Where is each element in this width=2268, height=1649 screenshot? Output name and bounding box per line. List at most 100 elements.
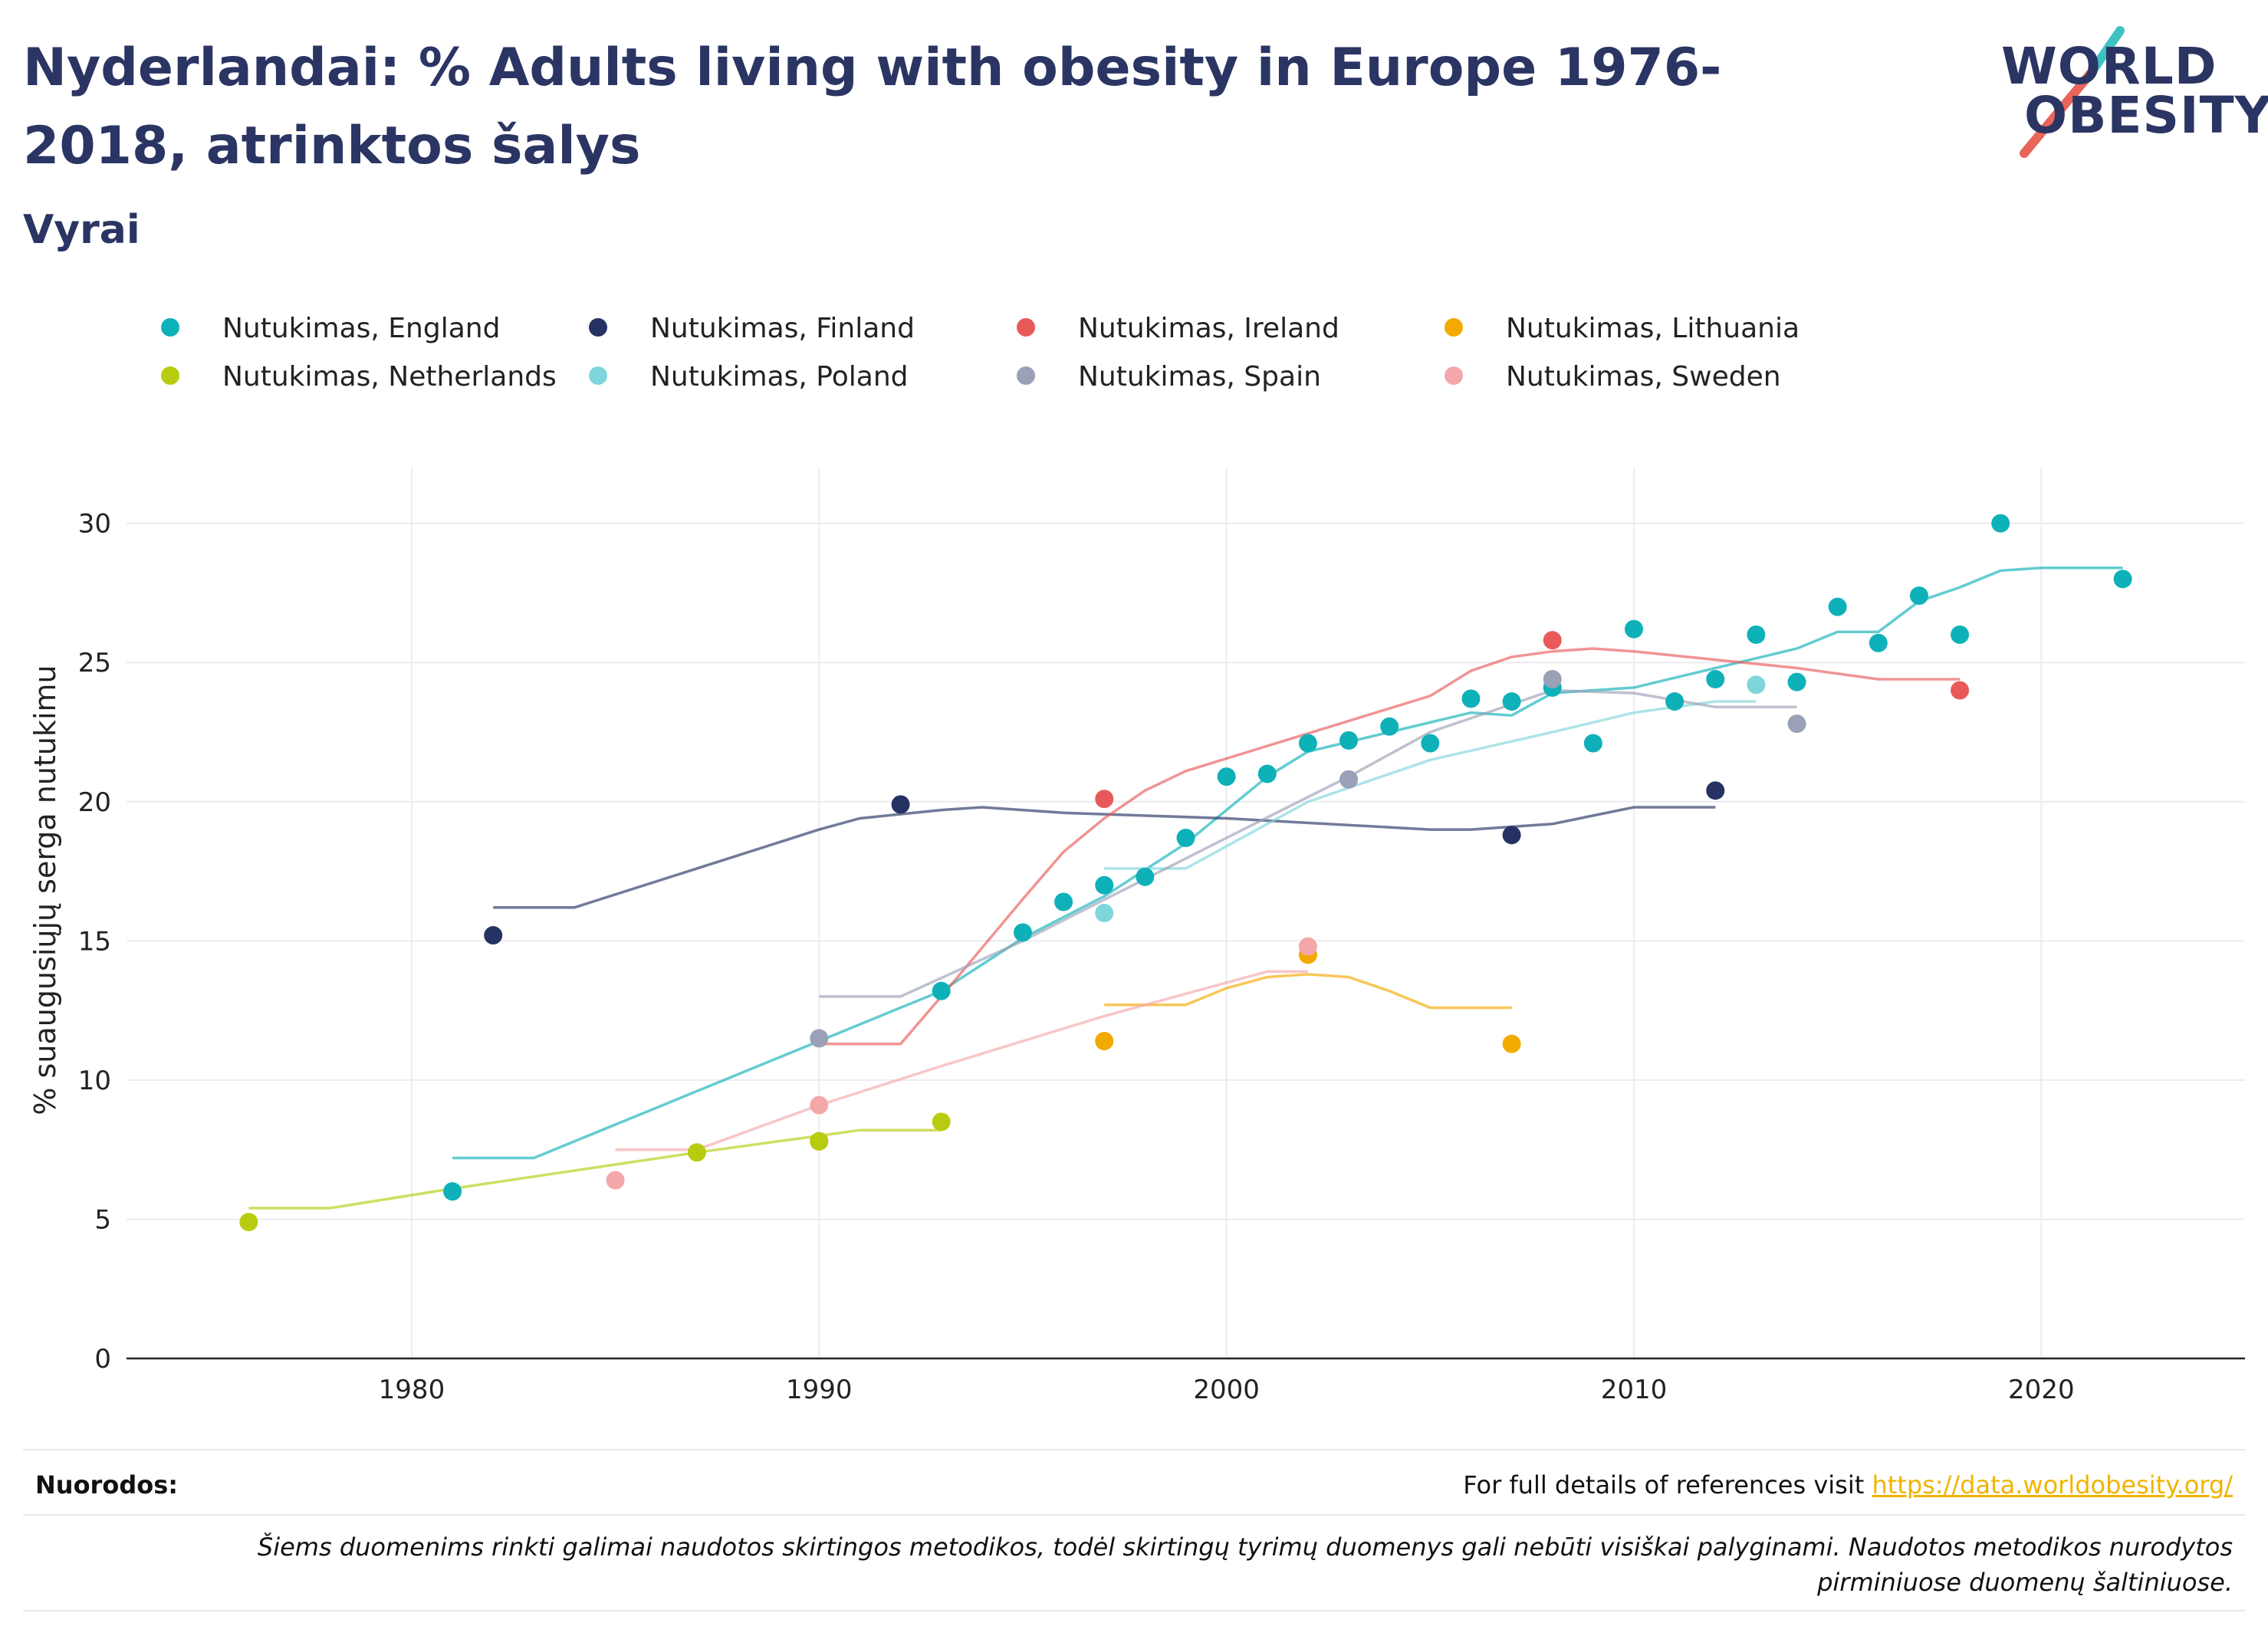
- legend-item-nutukimas-lithuania[interactable]: Nutukimas, Lithuania: [1445, 313, 1800, 344]
- point-nutukimas-england[interactable]: [1706, 669, 1725, 688]
- axes: 0 5 10 15 20 25 30 1980 1990 2000 2010 2020 % suaugu…: [28, 509, 2245, 1405]
- legend-label: Nutukimas, Ireland: [1078, 313, 1339, 344]
- point-nutukimas-england[interactable]: [2113, 570, 2132, 589]
- point-nutukimas-sweden[interactable]: [606, 1171, 625, 1190]
- point-nutukimas-ireland[interactable]: [1543, 631, 1562, 650]
- legend-marker: [589, 318, 607, 337]
- point-nutukimas-england[interactable]: [1583, 734, 1602, 753]
- point-nutukimas-poland[interactable]: [1747, 675, 1766, 695]
- point-nutukimas-england[interactable]: [1380, 717, 1399, 736]
- legend-marker: [589, 366, 607, 385]
- footer-divider: [23, 1610, 2245, 1611]
- point-nutukimas-england[interactable]: [1461, 689, 1481, 708]
- references-intro: For full details of references visit: [1463, 1470, 1872, 1500]
- legend-marker: [1445, 318, 1463, 337]
- point-nutukimas-ireland[interactable]: [1095, 790, 1114, 809]
- point-nutukimas-lithuania[interactable]: [1095, 1032, 1114, 1051]
- point-nutukimas-england[interactable]: [1095, 875, 1114, 895]
- y-tick-label: 30: [78, 509, 111, 540]
- point-nutukimas-england[interactable]: [1136, 867, 1155, 886]
- point-nutukimas-spain[interactable]: [1787, 714, 1806, 734]
- legend-item-nutukimas-ireland[interactable]: Nutukimas, Ireland: [1017, 313, 1339, 344]
- point-nutukimas-england[interactable]: [1257, 764, 1277, 783]
- point-nutukimas-spain[interactable]: [1543, 669, 1562, 688]
- legend-item-nutukimas-finland[interactable]: Nutukimas, Finland: [589, 313, 915, 344]
- point-nutukimas-england[interactable]: [1665, 692, 1685, 711]
- trend-line-nutukimas-lithuania: [1104, 973, 1512, 1010]
- legend-item-nutukimas-sweden[interactable]: Nutukimas, Sweden: [1445, 361, 1781, 393]
- trend-lines: [248, 566, 2123, 1210]
- point-nutukimas-spain[interactable]: [810, 1029, 829, 1048]
- legend-label: Nutukimas, Netherlands: [222, 361, 557, 393]
- x-tick-label: 2020: [2008, 1375, 2075, 1405]
- legend-marker: [1017, 366, 1035, 385]
- legend-label: Nutukimas, Finland: [650, 313, 915, 344]
- point-nutukimas-spain[interactable]: [1339, 770, 1359, 789]
- point-nutukimas-finland[interactable]: [484, 926, 503, 945]
- data-points: [239, 514, 2132, 1232]
- point-nutukimas-ireland[interactable]: [1951, 681, 1970, 700]
- legend-item-nutukimas-england[interactable]: Nutukimas, England: [161, 313, 500, 344]
- point-nutukimas-england[interactable]: [1828, 597, 1847, 616]
- point-nutukimas-england[interactable]: [1013, 923, 1032, 942]
- point-nutukimas-england[interactable]: [1502, 692, 1521, 711]
- point-nutukimas-england[interactable]: [1909, 586, 1928, 606]
- point-nutukimas-england[interactable]: [1991, 514, 2010, 533]
- point-nutukimas-lithuania[interactable]: [1502, 1034, 1521, 1053]
- y-tick-label: 20: [78, 787, 111, 818]
- point-nutukimas-england[interactable]: [1339, 731, 1359, 750]
- chart-svg: Nutukimas, England Nutukimas, Finland Nutu…: [28, 313, 2245, 1405]
- legend-item-nutukimas-poland[interactable]: Nutukimas, Poland: [589, 361, 908, 393]
- chart-title: Nyderlandai: % Adults living with obesit…: [23, 38, 1722, 176]
- legend-marker: [1017, 318, 1035, 337]
- point-nutukimas-netherlands[interactable]: [810, 1132, 829, 1151]
- point-nutukimas-finland[interactable]: [1502, 826, 1521, 845]
- point-nutukimas-netherlands[interactable]: [239, 1213, 258, 1232]
- point-nutukimas-finland[interactable]: [891, 795, 910, 814]
- point-nutukimas-england[interactable]: [1054, 892, 1073, 912]
- grid: [127, 468, 2245, 1359]
- y-tick-label: 0: [94, 1344, 111, 1375]
- trend-line-nutukimas-finland: [493, 806, 1716, 909]
- point-nutukimas-england[interactable]: [1869, 633, 1888, 652]
- references-link[interactable]: https://data.worldobesity.org/: [1872, 1470, 2233, 1500]
- legend: Nutukimas, England Nutukimas, Finland Nutu…: [161, 313, 1800, 393]
- footer-divider: [23, 1514, 2245, 1516]
- point-nutukimas-poland[interactable]: [1095, 904, 1114, 922]
- logo-slash-icon: [2020, 26, 2125, 158]
- point-nutukimas-netherlands[interactable]: [687, 1143, 706, 1162]
- trend-line-nutukimas-netherlands: [248, 1128, 942, 1210]
- y-axis-label: % suaugusiųjų serga nutukimu: [28, 665, 62, 1115]
- point-nutukimas-england[interactable]: [1951, 625, 1970, 644]
- point-nutukimas-england[interactable]: [1747, 625, 1766, 644]
- x-tick-label: 1980: [379, 1375, 445, 1405]
- y-tick-label: 25: [78, 648, 111, 678]
- point-nutukimas-england[interactable]: [1176, 828, 1195, 847]
- point-nutukimas-england[interactable]: [1298, 734, 1317, 753]
- legend-marker: [1445, 366, 1463, 385]
- legend-marker: [161, 318, 179, 337]
- legend-item-nutukimas-spain[interactable]: Nutukimas, Spain: [1017, 361, 1321, 393]
- point-nutukimas-sweden[interactable]: [1298, 937, 1317, 956]
- y-tick-label: 10: [78, 1066, 111, 1096]
- legend-label: Nutukimas, Poland: [650, 361, 908, 393]
- logo-word-obesity: OBESITY: [2024, 86, 2268, 145]
- point-nutukimas-netherlands[interactable]: [932, 1112, 951, 1132]
- point-nutukimas-finland[interactable]: [1706, 781, 1725, 800]
- point-nutukimas-england[interactable]: [1624, 619, 1643, 639]
- legend-marker: [161, 366, 179, 385]
- point-nutukimas-sweden[interactable]: [810, 1096, 829, 1115]
- world-obesity-logo[interactable]: WORLD OBESITY: [2001, 23, 2268, 161]
- legend-item-nutukimas-netherlands[interactable]: Nutukimas, Netherlands: [161, 361, 557, 393]
- chart-subtitle: Vyrai: [23, 207, 140, 253]
- point-nutukimas-england[interactable]: [1787, 672, 1806, 691]
- footer-divider: [23, 1449, 2245, 1450]
- point-nutukimas-england[interactable]: [443, 1182, 462, 1201]
- legend-label: Nutukimas, Spain: [1078, 361, 1321, 393]
- point-nutukimas-england[interactable]: [932, 981, 951, 1000]
- logo-word-world: WORLD: [2001, 37, 2217, 96]
- point-nutukimas-england[interactable]: [1217, 767, 1236, 787]
- point-nutukimas-england[interactable]: [1421, 734, 1440, 753]
- x-tick-label: 1990: [786, 1375, 853, 1405]
- trend-line-nutukimas-ireland: [819, 647, 1961, 1046]
